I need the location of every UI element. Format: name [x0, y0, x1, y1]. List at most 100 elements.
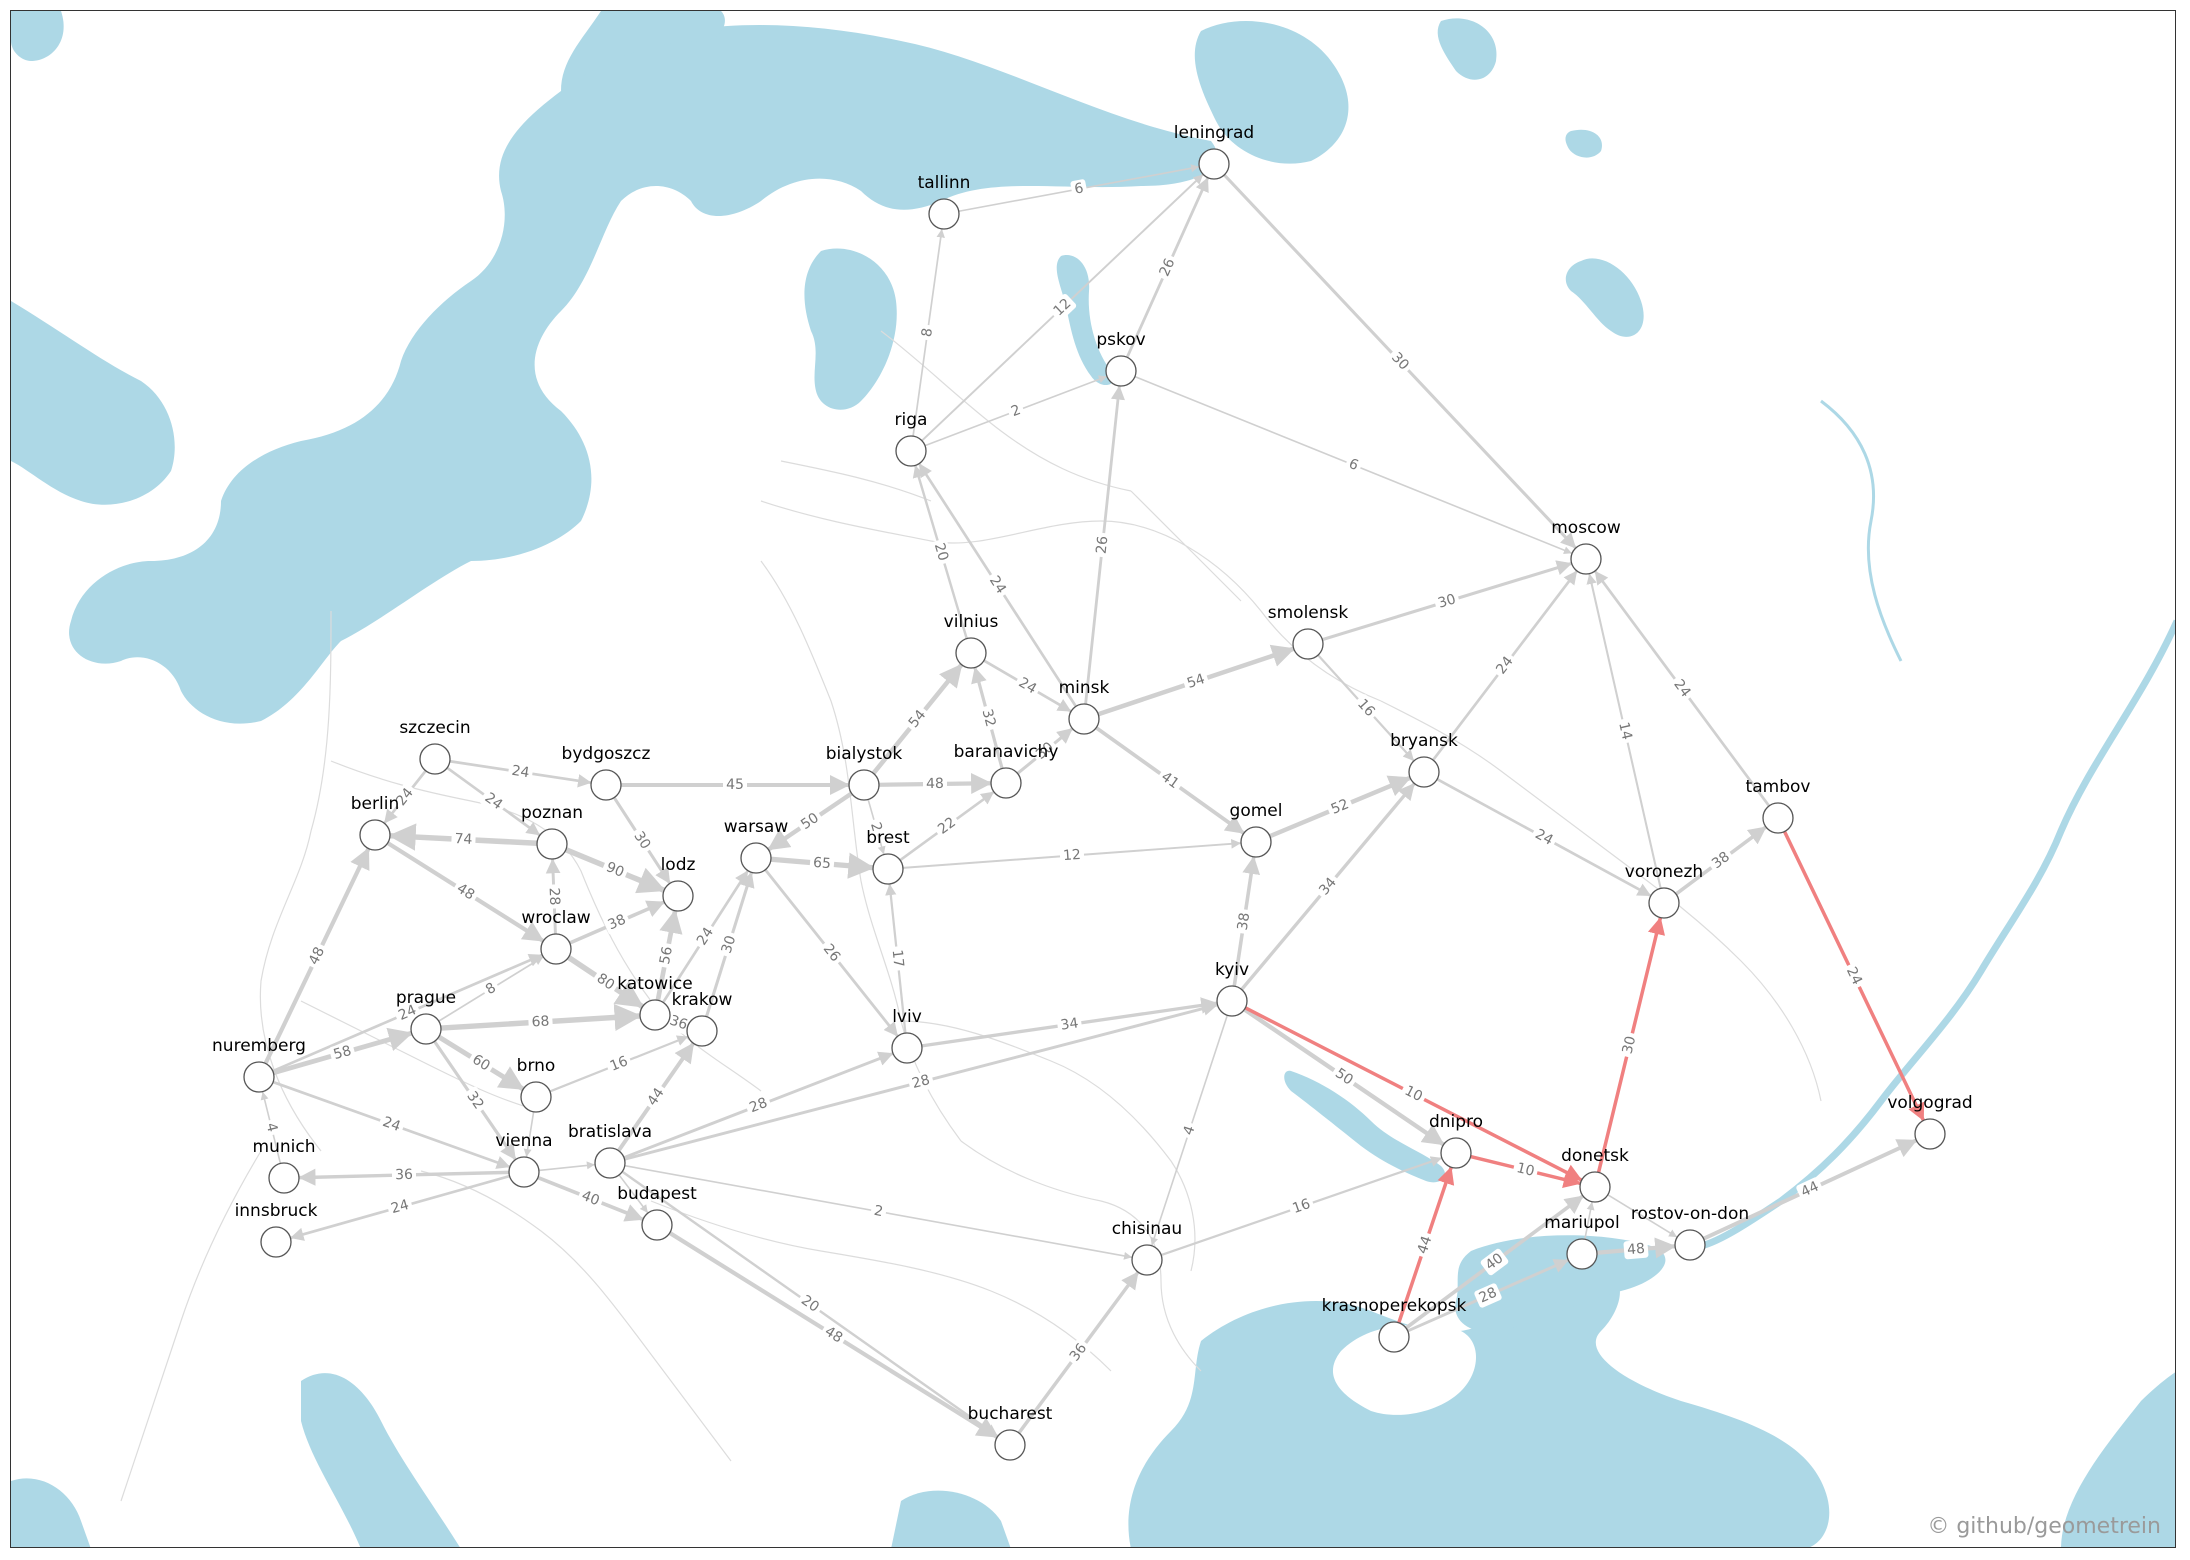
route-weight-label: 16: [608, 1053, 631, 1074]
route-weight-label: 26: [1157, 256, 1179, 279]
city-node-vienna[interactable]: vienna: [495, 1131, 553, 1188]
city-node-moscow[interactable]: moscow: [1551, 518, 1621, 575]
city-marker[interactable]: [1566, 1238, 1598, 1270]
city-node-volgograd[interactable]: volgograd: [1887, 1093, 1973, 1150]
route-donetsk-rostov-on-don[interactable]: [1607, 1194, 1678, 1238]
city-node-szczecin[interactable]: szczecin: [399, 718, 471, 775]
city-node-vilnius[interactable]: vilnius: [944, 612, 999, 669]
city-node-bialystok[interactable]: bialystok: [826, 744, 903, 801]
city-node-brno[interactable]: brno: [517, 1056, 556, 1113]
city-marker[interactable]: [955, 637, 987, 669]
city-marker[interactable]: [268, 1162, 300, 1194]
city-marker[interactable]: [1216, 985, 1248, 1017]
city-node-tallinn[interactable]: tallinn: [918, 173, 971, 230]
city-node-tambov[interactable]: tambov: [1746, 777, 1811, 834]
city-marker[interactable]: [419, 743, 451, 775]
city-marker[interactable]: [662, 880, 694, 912]
city-node-leningrad[interactable]: leningrad: [1174, 123, 1254, 180]
city-marker[interactable]: [1408, 756, 1440, 788]
city-node-gomel[interactable]: gomel: [1230, 801, 1283, 858]
city-marker[interactable]: [1674, 1229, 1706, 1261]
city-node-brest[interactable]: brest: [866, 828, 910, 885]
city-node-pskov[interactable]: pskov: [1096, 330, 1146, 387]
city-marker[interactable]: [686, 1015, 718, 1047]
city-node-warsaw[interactable]: warsaw: [724, 817, 789, 874]
city-node-katowice[interactable]: katowice: [617, 974, 693, 1031]
city-node-baranavichy[interactable]: baranavichy: [954, 742, 1059, 799]
city-node-bydgoszcz[interactable]: bydgoszcz: [562, 744, 651, 801]
city-marker[interactable]: [536, 828, 568, 860]
city-node-krakow[interactable]: krakow: [672, 990, 733, 1047]
route-mariupol-donetsk[interactable]: [1584, 1201, 1595, 1241]
city-node-bryansk[interactable]: bryansk: [1390, 731, 1458, 788]
city-marker[interactable]: [994, 1429, 1026, 1461]
city-node-budapest[interactable]: budapest: [617, 1184, 697, 1241]
city-marker[interactable]: [891, 1032, 923, 1064]
city-node-smolensk[interactable]: smolensk: [1268, 603, 1349, 660]
route-brno-vienna[interactable]: [523, 1111, 535, 1158]
city-marker[interactable]: [641, 1209, 673, 1241]
city-node-minsk[interactable]: minsk: [1059, 678, 1110, 735]
city-node-bucharest[interactable]: bucharest: [968, 1404, 1053, 1461]
city-node-bratislava[interactable]: bratislava: [568, 1122, 652, 1179]
route-bratislava-budapest[interactable]: [618, 1174, 649, 1214]
city-node-kyiv[interactable]: kyiv: [1215, 960, 1249, 1017]
city-marker[interactable]: [1378, 1321, 1410, 1353]
city-node-donetsk[interactable]: donetsk: [1561, 1146, 1629, 1203]
nodes-layer[interactable]: leningrad tallinn pskov riga moscow vilnius sm…: [212, 123, 1973, 1461]
city-marker[interactable]: [872, 853, 904, 885]
city-marker[interactable]: [508, 1156, 540, 1188]
city-marker[interactable]: [895, 435, 927, 467]
city-node-munich[interactable]: munich: [253, 1137, 316, 1194]
city-label: poznan: [521, 803, 583, 823]
city-marker[interactable]: [1570, 543, 1602, 575]
city-marker[interactable]: [1579, 1171, 1611, 1203]
city-node-prague[interactable]: prague: [396, 988, 456, 1045]
city-marker[interactable]: [639, 999, 671, 1031]
city-marker[interactable]: [540, 933, 572, 965]
city-node-lodz[interactable]: lodz: [661, 855, 696, 912]
city-marker[interactable]: [594, 1147, 626, 1179]
city-marker[interactable]: [990, 767, 1022, 799]
city-marker[interactable]: [243, 1061, 275, 1093]
city-marker[interactable]: [848, 769, 880, 801]
city-marker[interactable]: [260, 1226, 292, 1258]
route-weight-label: 17: [889, 949, 907, 968]
city-node-dnipro[interactable]: dnipro: [1429, 1112, 1483, 1169]
city-marker[interactable]: [359, 819, 391, 851]
city-marker[interactable]: [928, 198, 960, 230]
city-marker[interactable]: [740, 842, 772, 874]
city-node-krasnoperekopsk[interactable]: krasnoperekopsk: [1322, 1296, 1467, 1353]
city-node-riga[interactable]: riga: [895, 410, 928, 467]
route-weight-bryansk-voronezh: 24: [1530, 824, 1558, 851]
city-node-lviv[interactable]: lviv: [891, 1007, 923, 1064]
city-node-chisinau[interactable]: chisinau: [1112, 1219, 1182, 1276]
route-weight-baranavichy-minsk: 30: [1031, 737, 1059, 765]
city-node-wroclaw[interactable]: wroclaw: [521, 908, 591, 965]
city-marker[interactable]: [1762, 802, 1794, 834]
city-marker[interactable]: [410, 1013, 442, 1045]
city-node-rostov-on-don[interactable]: rostov-on-don: [1631, 1204, 1749, 1261]
city-node-mariupol[interactable]: mariupol: [1544, 1213, 1620, 1270]
city-label: volgograd: [1887, 1093, 1972, 1113]
city-marker[interactable]: [1068, 703, 1100, 735]
route-vienna-bratislava[interactable]: [538, 1161, 595, 1172]
city-marker[interactable]: [1198, 148, 1230, 180]
city-marker[interactable]: [1105, 355, 1137, 387]
city-marker[interactable]: [1440, 1137, 1472, 1169]
city-node-voronezh[interactable]: voronezh: [1625, 862, 1703, 919]
city-node-nuremberg[interactable]: nuremberg: [212, 1036, 306, 1093]
city-marker[interactable]: [1292, 628, 1324, 660]
city-node-poznan[interactable]: poznan: [521, 803, 583, 860]
city-marker[interactable]: [1240, 826, 1272, 858]
city-node-innsbruck[interactable]: innsbruck: [235, 1201, 318, 1258]
city-node-berlin[interactable]: berlin: [351, 794, 399, 851]
city-marker[interactable]: [1914, 1118, 1946, 1150]
route-weight-background: [796, 808, 824, 835]
city-marker[interactable]: [1131, 1244, 1163, 1276]
city-marker[interactable]: [590, 769, 622, 801]
city-marker[interactable]: [520, 1081, 552, 1113]
city-marker[interactable]: [1648, 887, 1680, 919]
route-weight-lviv-brest: 17: [887, 945, 908, 972]
